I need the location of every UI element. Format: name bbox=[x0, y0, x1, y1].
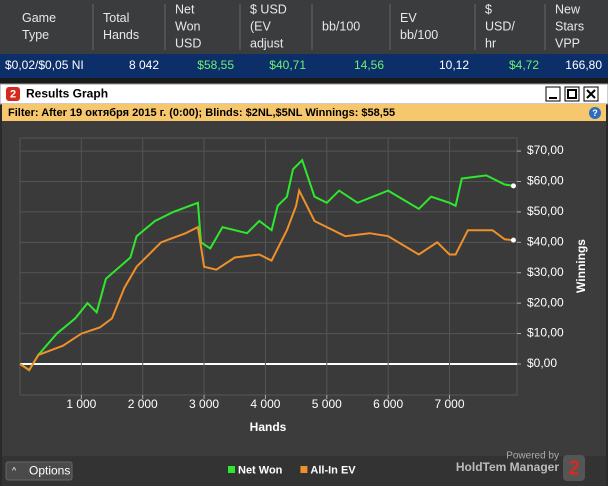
filter-bar bbox=[2, 104, 606, 121]
legend: Net Won All-In EV bbox=[228, 464, 356, 476]
column-header: $ bbox=[485, 2, 492, 16]
y-tick-label: $30,00 bbox=[527, 265, 564, 279]
table-cell: 166,80 bbox=[565, 58, 602, 72]
column-header: Won bbox=[175, 19, 201, 33]
x-tick-label: 5 000 bbox=[312, 397, 342, 411]
brand-name: HoldTem Manager bbox=[456, 460, 559, 474]
x-tick-label: 3 000 bbox=[189, 397, 219, 411]
column-header: VPP bbox=[555, 36, 580, 50]
column-header: hr bbox=[485, 36, 496, 50]
column-header: (EV bbox=[250, 19, 272, 33]
series-line bbox=[19, 158, 514, 372]
column-header: adjust bbox=[250, 36, 284, 50]
brand-logo-text: 2 bbox=[568, 457, 579, 479]
table-cell: $40,71 bbox=[269, 58, 306, 72]
legend-swatch bbox=[300, 466, 308, 473]
x-tick-label: 1 000 bbox=[66, 397, 96, 411]
x-tick-label: 7 000 bbox=[434, 397, 464, 411]
column-header: New bbox=[555, 2, 581, 16]
column-header: Type bbox=[22, 28, 49, 42]
end-point bbox=[510, 183, 516, 189]
table-cell: 8 042 bbox=[129, 58, 159, 72]
column-header: Total bbox=[103, 11, 129, 25]
x-tick-label: 2 000 bbox=[128, 397, 158, 411]
table-cell: 10,12 bbox=[439, 58, 469, 72]
legend-label: Net Won bbox=[238, 464, 283, 476]
lines bbox=[19, 158, 516, 372]
table-row[interactable] bbox=[0, 54, 608, 78]
x-tick-label: 6 000 bbox=[373, 397, 403, 411]
maximize-icon bbox=[567, 89, 577, 99]
column-header: Stars bbox=[555, 19, 584, 33]
legend-label: All-In EV bbox=[310, 464, 356, 476]
window-title: Results Graph bbox=[26, 87, 108, 101]
options-caret: ^ bbox=[12, 465, 17, 475]
help-button[interactable] bbox=[589, 107, 601, 119]
x-axis-label: Hands bbox=[250, 420, 287, 434]
y-tick-label: $40,00 bbox=[527, 234, 564, 248]
y-tick-label: $10,00 bbox=[527, 326, 564, 340]
column-header: bb/100 bbox=[322, 19, 360, 33]
filter-text: Filter: After 19 октября 2015 г. (0:00);… bbox=[8, 107, 395, 119]
powered-by: Powered by bbox=[506, 451, 559, 462]
y-tick-label: $60,00 bbox=[527, 174, 564, 188]
column-header: $ USD bbox=[250, 2, 287, 16]
table-cell: 14,56 bbox=[354, 58, 384, 72]
column-header: USD bbox=[175, 36, 201, 50]
y-axis-label: Winnings bbox=[574, 239, 588, 293]
y-tick-label: $20,00 bbox=[527, 295, 564, 309]
y-tick-label: $50,00 bbox=[527, 204, 564, 218]
column-header: bb/100 bbox=[400, 28, 438, 42]
spacer bbox=[0, 78, 608, 84]
x-tick-label: 4 000 bbox=[250, 397, 280, 411]
series-line bbox=[19, 187, 514, 372]
brand-logo bbox=[563, 455, 585, 481]
legend-swatch bbox=[228, 466, 235, 473]
column-header: Hands bbox=[103, 28, 139, 42]
close-icon bbox=[586, 89, 596, 99]
table-header bbox=[0, 0, 608, 54]
window-icon bbox=[6, 87, 20, 101]
y-tick-label: $70,00 bbox=[527, 143, 564, 157]
column-header: Game bbox=[22, 11, 56, 25]
end-point bbox=[510, 237, 516, 243]
help-text: ? bbox=[592, 108, 598, 118]
options-button[interactable] bbox=[5, 461, 73, 481]
y-tick-label: $0,00 bbox=[527, 356, 557, 370]
column-header: USD/ bbox=[485, 19, 515, 33]
plot-area bbox=[19, 137, 518, 396]
column-header: Net bbox=[175, 2, 195, 16]
table-cell: $58,55 bbox=[197, 58, 234, 72]
table-cell: $0,02/$0,05 NI bbox=[5, 58, 84, 72]
table-cell: $4,72 bbox=[509, 58, 539, 72]
options-text: Options bbox=[29, 464, 70, 478]
window-buttons bbox=[545, 86, 599, 102]
window-icon-text: 2 bbox=[10, 88, 16, 100]
column-header: EV bbox=[400, 11, 417, 25]
